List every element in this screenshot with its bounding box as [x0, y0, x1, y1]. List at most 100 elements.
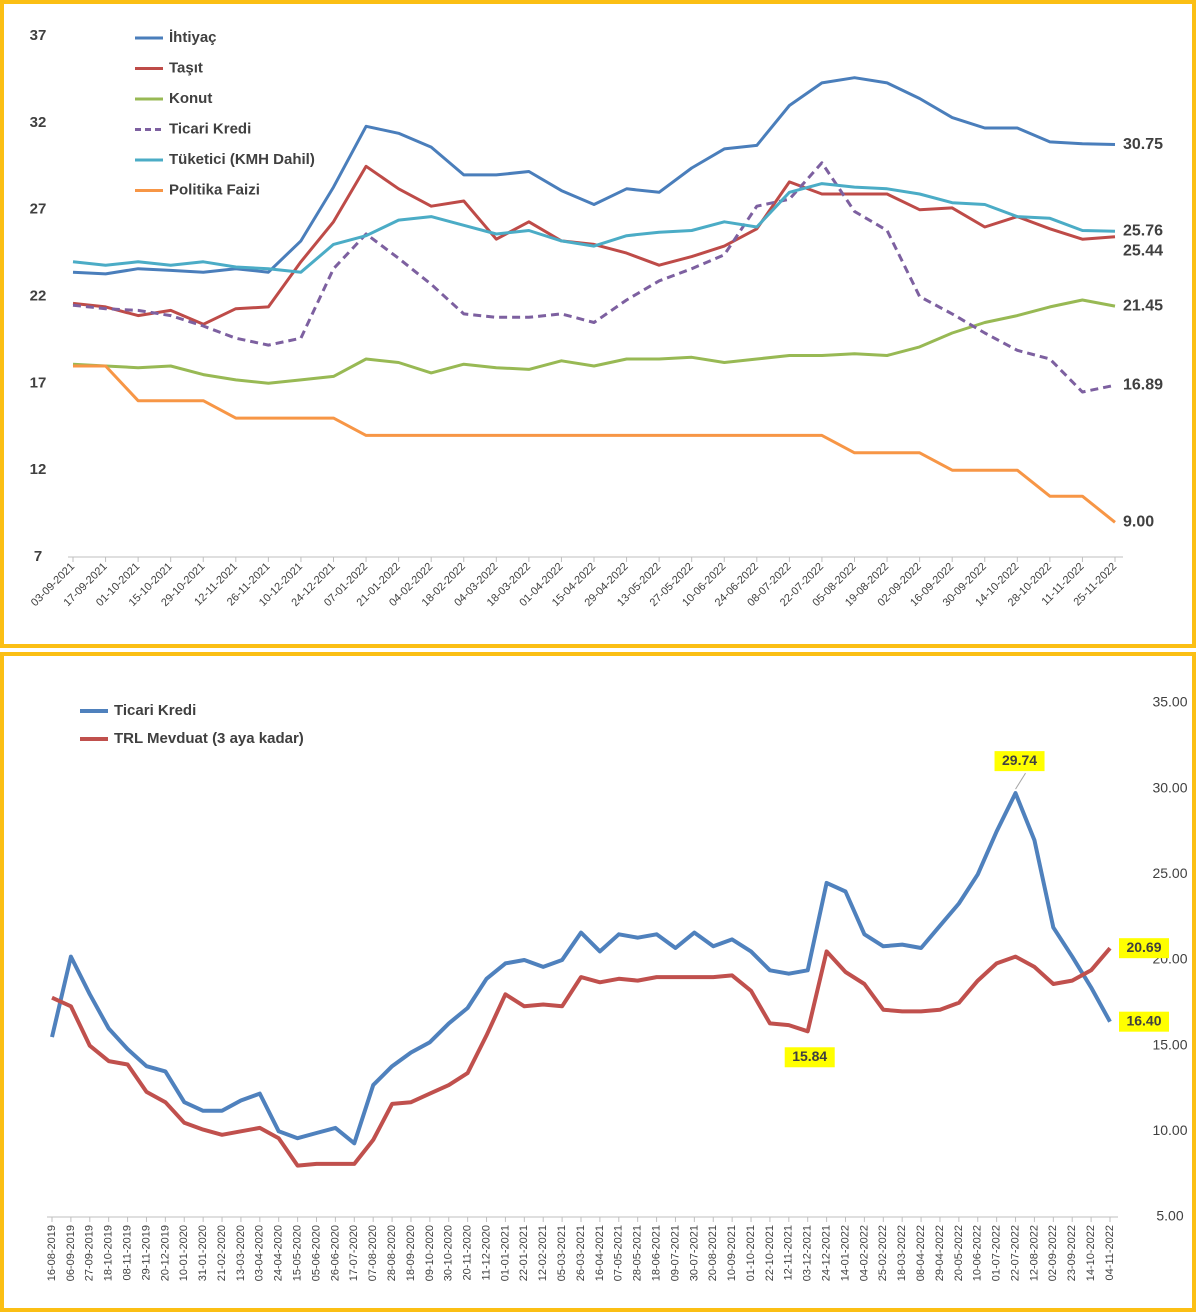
y-tick-label: 30.00: [1152, 779, 1187, 795]
legend-label: İhtiyaç: [169, 29, 217, 46]
y-tick-label: 7: [34, 548, 42, 565]
value-label-box: [784, 1047, 835, 1068]
series-line: [72, 76, 1116, 276]
end-label: 9.00: [1123, 513, 1154, 530]
x-tick-label: 24-12-2021: [821, 1225, 833, 1281]
series-line: [72, 161, 1116, 394]
x-tick-label: 17-07-2020: [348, 1225, 360, 1281]
end-label: 16.89: [1123, 376, 1163, 393]
legend-label: Ticari Kredi: [114, 702, 196, 719]
x-tick-label: 20-05-2022: [953, 1225, 965, 1281]
x-tick-label: 30-10-2020: [443, 1225, 455, 1281]
legend-label: TRL Mevduat (3 aya kadar): [114, 730, 304, 747]
x-tick-label: 16-08-2019: [46, 1225, 58, 1281]
x-tick-label: 03-12-2021: [802, 1225, 814, 1281]
value-label: 20.69: [1126, 939, 1161, 955]
value-label: 29.74: [1002, 752, 1037, 768]
y-tick-label: 27: [30, 201, 47, 218]
x-tick-label: 05-06-2020: [310, 1225, 322, 1281]
x-tick-label: 01-07-2022: [991, 1225, 1003, 1281]
x-tick-label: 31-01-2020: [197, 1225, 209, 1281]
legend-label: Politika Faizi: [169, 181, 260, 198]
end-label: 25.44: [1123, 242, 1163, 259]
x-tick-label: 22-10-2021: [764, 1225, 776, 1281]
x-tick-label: 20-12-2019: [159, 1225, 171, 1281]
y-tick-label: 10.00: [1152, 1122, 1187, 1138]
x-tick-label: 20-08-2021: [707, 1225, 719, 1281]
x-tick-label: 18-09-2020: [405, 1225, 417, 1281]
x-tick-label: 15-05-2020: [292, 1225, 304, 1281]
x-tick-label: 12-11-2021: [783, 1225, 795, 1280]
leader-line: [1015, 772, 1026, 790]
value-label-box: [994, 751, 1045, 772]
value-label: 16.40: [1126, 1012, 1161, 1028]
y-tick-label: 5.00: [1156, 1208, 1183, 1224]
x-tick-label: 10-06-2022: [972, 1225, 984, 1281]
x-tick-label: 24-04-2020: [273, 1225, 285, 1281]
x-tick-label: 28-05-2021: [632, 1225, 644, 1281]
y-tick-label: 32: [30, 114, 47, 131]
value-label-box: [1119, 1011, 1169, 1032]
legend-label: Ticari Kredi: [169, 120, 251, 137]
series-line: [73, 364, 1116, 524]
x-tick-label: 04-11-2022: [1104, 1225, 1116, 1280]
series-line: [72, 298, 1116, 385]
x-tick-label: 08-11-2019: [121, 1225, 133, 1280]
x-tick-label: 22-07-2022: [1009, 1225, 1021, 1281]
y-tick-label: 35.00: [1152, 694, 1187, 710]
end-label: 30.75: [1123, 136, 1163, 153]
x-tick-label: 11-12-2020: [480, 1225, 492, 1280]
y-tick-label: 25.00: [1152, 865, 1187, 881]
end-label: 21.45: [1123, 297, 1163, 314]
x-tick-label: 28-08-2020: [386, 1225, 398, 1281]
x-tick-label: 12-08-2022: [1028, 1225, 1040, 1281]
x-tick-label: 09-10-2020: [424, 1225, 436, 1281]
legend-label: Konut: [169, 90, 212, 107]
x-tick-label: 29-11-2019: [140, 1225, 152, 1280]
x-tick-label: 25-02-2022: [877, 1225, 889, 1281]
x-tick-label: 07-05-2021: [613, 1225, 625, 1281]
x-tick-label: 01-01-2021: [499, 1225, 511, 1281]
x-tick-label: 03-04-2020: [254, 1225, 266, 1281]
x-tick-label: 20-11-2020: [462, 1225, 474, 1280]
x-tick-label: 18-06-2021: [650, 1225, 662, 1281]
legend-label: Tüketici (KMH Dahil): [169, 151, 315, 168]
y-tick-label: 22: [30, 287, 47, 304]
x-tick-label: 02-09-2022: [1047, 1225, 1059, 1281]
x-tick-label: 08-04-2022: [915, 1225, 927, 1281]
x-tick-label: 14-01-2022: [839, 1225, 851, 1281]
series-line: [72, 164, 1116, 326]
x-tick-label: 13-03-2020: [235, 1225, 247, 1281]
x-tick-label: 26-06-2020: [329, 1225, 341, 1281]
x-tick-label: 18-03-2022: [896, 1225, 908, 1281]
x-tick-label: 23-09-2022: [1066, 1225, 1078, 1281]
x-tick-label: 10-01-2020: [178, 1225, 190, 1281]
series-line: [51, 946, 1112, 1168]
value-label-box: [1119, 938, 1169, 959]
x-tick-label: 01-10-2021: [745, 1225, 757, 1281]
x-tick-label: 22-01-2021: [518, 1225, 530, 1281]
x-tick-label: 07-08-2020: [367, 1225, 379, 1281]
x-tick-label: 18-10-2019: [103, 1225, 115, 1281]
y-tick-label: 12: [30, 461, 47, 478]
x-tick-label: 30-07-2021: [688, 1225, 700, 1281]
x-tick-label: 21-02-2020: [216, 1225, 228, 1281]
value-label: 15.84: [792, 1048, 827, 1064]
x-tick-label: 06-09-2019: [65, 1225, 77, 1281]
y-tick-label: 17: [30, 374, 47, 391]
x-tick-label: 29-04-2022: [934, 1225, 946, 1281]
x-tick-label: 26-03-2021: [575, 1225, 587, 1281]
end-label: 25.76: [1123, 222, 1163, 239]
legend-label: Taşıt: [169, 59, 203, 76]
y-tick-label: 37: [30, 27, 47, 44]
x-tick-label: 10-09-2021: [726, 1225, 738, 1281]
series-line: [72, 182, 1116, 274]
series-line: [50, 791, 1112, 1146]
x-tick-label: 05-03-2021: [556, 1225, 568, 1281]
x-tick-label: 12-02-2021: [537, 1225, 549, 1281]
x-tick-label: 09-07-2021: [669, 1225, 681, 1281]
x-tick-label: 14-10-2022: [1085, 1225, 1097, 1281]
x-tick-label: 04-02-2022: [858, 1225, 870, 1281]
x-tick-label: 16-04-2021: [594, 1225, 606, 1281]
